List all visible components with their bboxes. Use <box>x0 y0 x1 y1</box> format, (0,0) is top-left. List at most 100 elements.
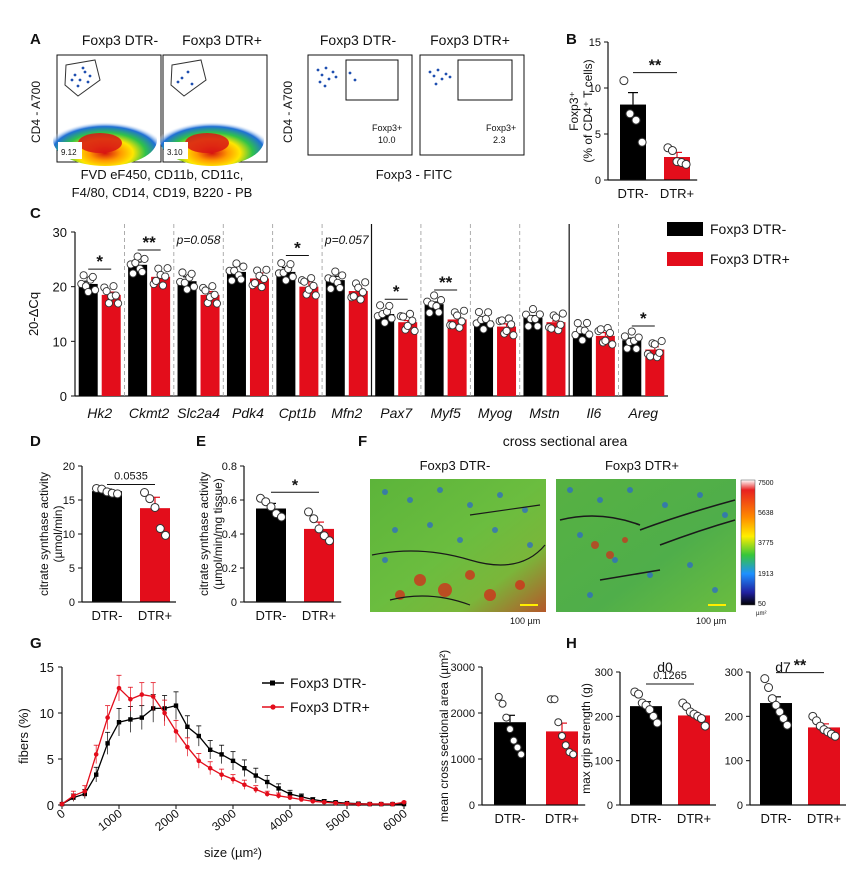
data-point <box>102 287 111 296</box>
data-point <box>569 750 578 759</box>
bar-dtr+ <box>140 508 170 602</box>
flow2-plus-gate <box>457 59 513 101</box>
data-point <box>385 301 394 310</box>
flow2-title-minus: Foxp3 DTR- <box>320 32 397 48</box>
y-tick-label: 0 <box>469 800 475 812</box>
bar-mfn2-minus <box>325 280 345 396</box>
data-point <box>155 524 165 534</box>
micrograph-plus-red <box>591 537 628 559</box>
data-point <box>277 512 286 522</box>
significance-label: ** <box>649 58 662 75</box>
data-point <box>331 267 340 276</box>
flow2-ylabel: CD4 - A700 <box>281 81 295 143</box>
bar-mfn2-plus <box>348 291 368 396</box>
bar-il6-plus <box>595 335 615 396</box>
y-tick-label: 100 <box>725 756 743 768</box>
data-point <box>182 285 192 294</box>
y-tick-label: 0 <box>47 798 54 813</box>
data-point <box>378 801 384 807</box>
data-point <box>71 793 76 799</box>
data-point <box>652 718 662 728</box>
bar-mstn-minus <box>523 317 543 396</box>
y-axis-label: Foxp3⁺ <box>567 91 581 131</box>
data-point <box>105 741 110 746</box>
x-tick-label: Myog <box>478 405 512 421</box>
panel-f: cross sectional area Foxp3 DTR- Foxp3 DT… <box>370 433 774 626</box>
data-point <box>479 325 488 334</box>
panel-label-e: E <box>196 433 206 450</box>
flow1-plus-core <box>185 133 229 153</box>
significance-label: p=0.058 <box>176 233 221 247</box>
x-tick-label: Areg <box>628 405 659 421</box>
chart-g-line: 0 5 10 15 0 1000 2000 3000 4000 5000 6000 size (µm²… <box>16 660 410 860</box>
data-point <box>299 797 304 802</box>
significance-label: * <box>292 477 299 494</box>
data-point <box>571 330 580 340</box>
data-point <box>556 320 565 329</box>
x-tick-label: DTR- <box>255 608 286 623</box>
y-axis-label: max grip strength (g) <box>579 683 593 794</box>
flow1-plus-gate <box>170 59 207 97</box>
x-tick-label: DTR- <box>760 811 791 826</box>
x-tick-label: DTR+ <box>677 811 711 826</box>
bar-dtr+ <box>546 731 578 805</box>
y-tick-label: 200 <box>725 711 743 723</box>
data-point <box>558 309 567 318</box>
y-tick-label: 0 <box>737 800 743 812</box>
y-tick-label: 10 <box>53 334 67 349</box>
legend-c-swatch-plus <box>667 252 703 266</box>
x-tick-label: 6000 <box>380 806 410 834</box>
data-point <box>524 322 533 331</box>
data-point <box>173 729 179 734</box>
data-point <box>578 336 587 345</box>
data-point <box>448 321 457 330</box>
data-point <box>457 317 466 326</box>
chart-e: 0 0.2 0.4 0.6 0.8 citrate synthase activity (µ… <box>197 461 342 623</box>
data-point <box>139 692 145 697</box>
data-point <box>219 772 224 777</box>
data-point <box>631 115 641 125</box>
flow1-minus-gate <box>64 59 101 97</box>
flow2-plus-gate-label: Foxp3+ <box>486 123 516 133</box>
x-tick-label: Hk2 <box>87 405 112 421</box>
data-point <box>338 271 347 280</box>
data-point <box>764 683 774 693</box>
data-point <box>239 262 248 271</box>
data-point <box>625 109 635 119</box>
h-title-d0: d0 <box>657 659 673 675</box>
data-point <box>561 741 570 750</box>
micrograph-plus-texture <box>567 487 728 598</box>
data-point <box>349 292 358 301</box>
data-point <box>344 801 350 806</box>
data-point <box>109 282 118 291</box>
data-point <box>114 299 123 308</box>
y-tick-label: 30 <box>53 225 67 240</box>
data-point <box>573 319 582 328</box>
y-tick-label: 0 <box>595 175 601 187</box>
data-point <box>608 340 617 349</box>
data-point <box>408 316 417 325</box>
flow1-minus-core <box>78 133 122 153</box>
data-point <box>104 299 113 308</box>
data-point <box>547 324 556 333</box>
data-point <box>79 271 88 280</box>
data-point <box>358 288 367 297</box>
flow1-title-plus: Foxp3 DTR+ <box>182 32 262 48</box>
flow2-minus-gate-value: 10.0 <box>378 135 396 145</box>
data-point <box>361 278 370 287</box>
data-point <box>620 332 629 341</box>
data-point <box>650 340 659 349</box>
data-point <box>281 276 290 285</box>
chart-c: 010203020-ΔCqHk2*Ckmt2**Slc2a4p=0.058Pdk… <box>26 224 668 421</box>
data-point <box>648 711 658 721</box>
data-point <box>212 299 221 308</box>
h-title-d7: d7 <box>775 659 791 675</box>
y-tick-label: 0.8 <box>222 461 237 473</box>
data-point <box>502 326 511 335</box>
x-tick-label: Cpt1b <box>279 405 317 421</box>
bar-ckmt2-plus <box>151 276 171 396</box>
data-point <box>266 502 276 512</box>
data-point <box>646 352 655 361</box>
data-point <box>405 309 415 318</box>
data-point <box>253 773 258 778</box>
